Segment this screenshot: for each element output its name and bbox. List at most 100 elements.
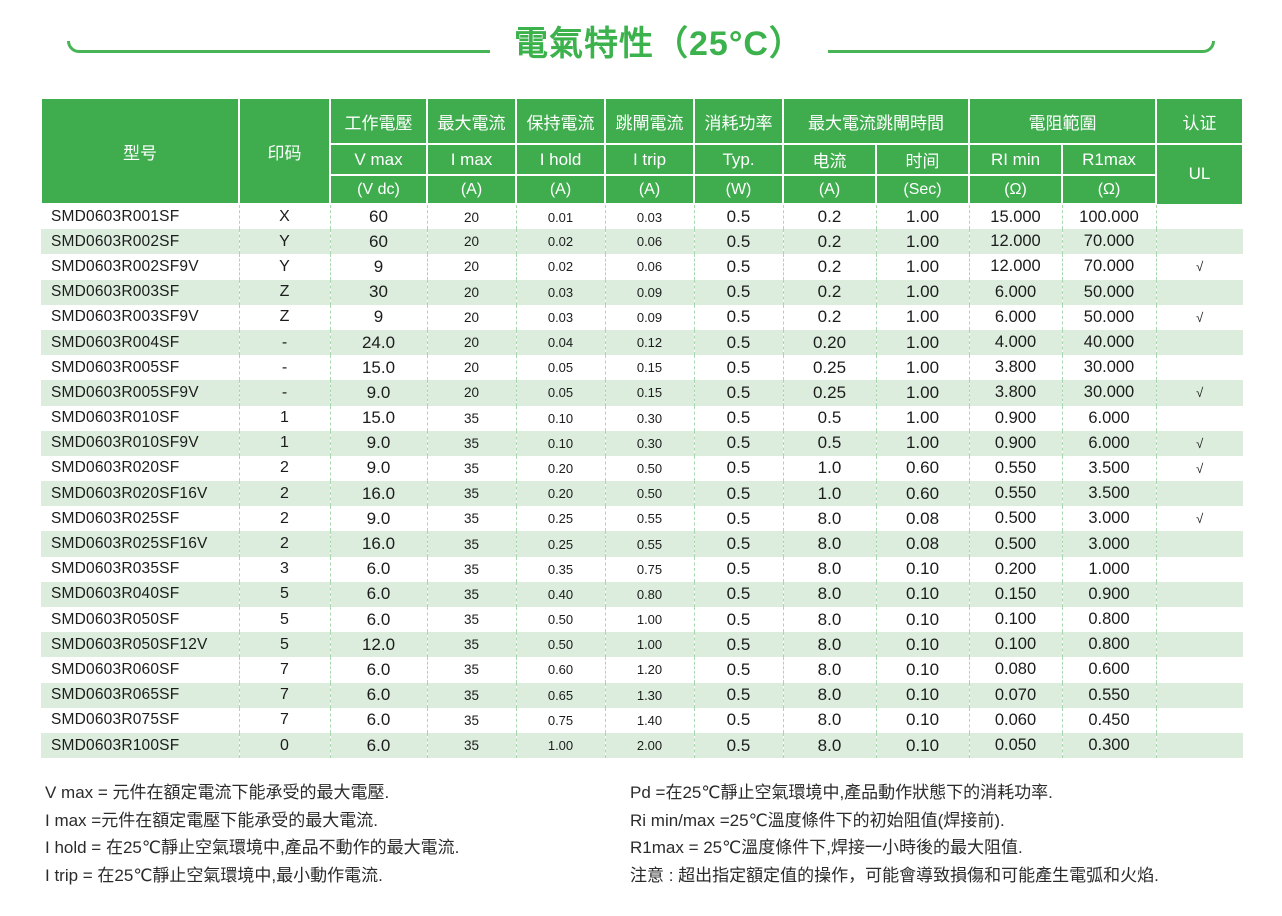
cell-trip-time: 0.10 bbox=[876, 581, 970, 607]
cell-ul-check bbox=[1156, 582, 1243, 607]
cell-typ: 0.5 bbox=[694, 229, 784, 255]
cell-model: SMD0603R005SF9V bbox=[41, 380, 240, 406]
table-row: SMD0603R003SF Z 30 20 0.03 0.09 0.5 0.2 1.00 6.00… bbox=[41, 279, 1243, 305]
table-row: SMD0603R060SF 7 6.0 35 0.60 1.20 0.5 8.0 0.10 0.0… bbox=[41, 657, 1243, 683]
cell-itrip: 0.15 bbox=[605, 380, 695, 406]
header-rimin-unit: (Ω) bbox=[968, 174, 1063, 205]
cell-r1max: 1.000 bbox=[1062, 556, 1157, 582]
cell-imax: 35 bbox=[427, 506, 517, 532]
cell-ihold: 0.50 bbox=[516, 632, 606, 658]
table-row: SMD0603R020SF16V 2 16.0 35 0.20 0.50 0.5 1.0 0.6… bbox=[41, 481, 1243, 507]
table-row: SMD0603R001SF X 60 20 0.01 0.03 0.5 0.2 1.00 15.0… bbox=[41, 204, 1243, 230]
cell-trip-current: 8.0 bbox=[783, 581, 877, 607]
header-itrip-label: 跳閘電流 bbox=[604, 97, 695, 145]
title-decorative-line-right bbox=[827, 41, 1215, 53]
cell-itrip: 0.09 bbox=[605, 304, 695, 330]
cell-ul-check: √ bbox=[1196, 259, 1204, 275]
cell-ul-check: √ bbox=[1196, 460, 1204, 476]
header-ihold-sub: I hold bbox=[515, 143, 606, 176]
cell-ihold: 0.03 bbox=[516, 304, 606, 330]
cell-marking: X bbox=[239, 204, 331, 230]
cell-marking: 7 bbox=[239, 707, 331, 733]
table-row: SMD0603R035SF 3 6.0 35 0.35 0.75 0.5 8.0 0.10 0.2… bbox=[41, 556, 1243, 582]
cell-itrip: 0.12 bbox=[605, 329, 695, 356]
table-row: SMD0603R003SF9V Z 9 20 0.03 0.09 0.5 0.2 1.00 6.0… bbox=[41, 304, 1243, 330]
cell-r1max: 0.450 bbox=[1062, 707, 1157, 733]
cell-itrip: 0.09 bbox=[605, 279, 695, 305]
cell-marking: Y bbox=[239, 229, 331, 255]
cell-itrip: 0.06 bbox=[605, 254, 695, 280]
cell-imax: 20 bbox=[427, 229, 517, 255]
cell-ul-check bbox=[1156, 531, 1243, 556]
note-line: Ri min/max =25℃溫度條件下的初始阻值(焊接前). bbox=[630, 810, 1005, 830]
cell-ul-check bbox=[1156, 406, 1243, 431]
cell-typ: 0.5 bbox=[694, 455, 784, 482]
cell-model: SMD0603R025SF bbox=[41, 506, 240, 532]
cell-trip-time: 0.10 bbox=[876, 732, 970, 759]
cell-ihold: 0.10 bbox=[516, 405, 606, 431]
cell-model: SMD0603R010SF9V bbox=[41, 430, 240, 456]
cell-r1max: 0.800 bbox=[1062, 607, 1157, 633]
cell-typ: 0.5 bbox=[694, 506, 784, 532]
cell-ihold: 0.20 bbox=[516, 481, 606, 507]
cell-trip-time: 0.10 bbox=[876, 682, 970, 708]
cell-itrip: 0.15 bbox=[605, 355, 695, 381]
cell-itrip: 0.50 bbox=[605, 481, 695, 507]
cell-vmax: 9.0 bbox=[330, 380, 428, 406]
cell-r1max: 6.000 bbox=[1062, 430, 1157, 456]
header-current-sub: 电流 bbox=[782, 143, 877, 176]
cell-imax: 35 bbox=[427, 581, 517, 607]
cell-ihold: 0.02 bbox=[516, 254, 606, 280]
cell-trip-current: 8.0 bbox=[783, 707, 877, 733]
cell-model: SMD0603R040SF bbox=[41, 581, 240, 607]
cell-typ: 0.5 bbox=[694, 707, 784, 733]
cell-ihold: 0.65 bbox=[516, 682, 606, 708]
page-title: 電氣特性（25°C） bbox=[514, 24, 804, 63]
cell-imax: 20 bbox=[427, 204, 517, 230]
cell-trip-time: 0.10 bbox=[876, 556, 970, 582]
cell-trip-time: 0.08 bbox=[876, 506, 970, 532]
cell-imax: 35 bbox=[427, 707, 517, 733]
cell-rimin: 0.500 bbox=[969, 531, 1063, 557]
cell-marking: 5 bbox=[239, 607, 331, 633]
header-time-sub: 时间 bbox=[875, 143, 970, 176]
cell-trip-current: 0.2 bbox=[783, 254, 877, 280]
cell-trip-time: 1.00 bbox=[876, 329, 970, 356]
cell-model: SMD0603R002SF bbox=[41, 229, 240, 255]
cell-model: SMD0603R002SF9V bbox=[41, 254, 240, 280]
cell-ihold: 0.75 bbox=[516, 707, 606, 733]
cell-typ: 0.5 bbox=[694, 581, 784, 607]
header-resistance-label: 電阻範圍 bbox=[968, 97, 1157, 145]
cell-itrip: 1.00 bbox=[605, 632, 695, 658]
cell-r1max: 0.600 bbox=[1062, 657, 1157, 683]
cell-rimin: 0.080 bbox=[969, 657, 1063, 683]
cell-rimin: 3.800 bbox=[969, 355, 1063, 381]
cell-typ: 0.5 bbox=[694, 204, 784, 230]
cell-imax: 20 bbox=[427, 355, 517, 381]
table-row: SMD0603R025SF16V 2 16.0 35 0.25 0.55 0.5 8.0 0.0… bbox=[41, 531, 1243, 557]
cell-trip-current: 0.2 bbox=[783, 279, 877, 305]
cell-ihold: 1.00 bbox=[516, 732, 606, 759]
header-ihold-label: 保持電流 bbox=[515, 97, 606, 145]
cell-trip-current: 8.0 bbox=[783, 506, 877, 532]
cell-trip-current: 0.2 bbox=[783, 304, 877, 330]
cell-itrip: 0.75 bbox=[605, 556, 695, 582]
cell-imax: 35 bbox=[427, 481, 517, 507]
cell-ihold: 0.03 bbox=[516, 279, 606, 305]
cell-trip-current: 8.0 bbox=[783, 657, 877, 683]
table-row: SMD0603R010SF 1 15.0 35 0.10 0.30 0.5 0.5 1.00 0.… bbox=[41, 405, 1243, 431]
cell-ul-check bbox=[1156, 280, 1243, 305]
cell-r1max: 3.000 bbox=[1062, 531, 1157, 557]
cell-model: SMD0603R050SF12V bbox=[41, 632, 240, 658]
cell-rimin: 15.000 bbox=[969, 204, 1063, 230]
cell-typ: 0.5 bbox=[694, 430, 784, 456]
cell-ihold: 0.05 bbox=[516, 355, 606, 381]
header-power-unit: (W) bbox=[693, 174, 784, 205]
cell-vmax: 9.0 bbox=[330, 455, 428, 482]
cell-vmax: 24.0 bbox=[330, 329, 428, 356]
header-marking: 印码 bbox=[238, 97, 331, 205]
cell-model: SMD0603R001SF bbox=[41, 204, 240, 230]
cell-trip-current: 8.0 bbox=[783, 556, 877, 582]
cell-rimin: 0.100 bbox=[969, 607, 1063, 633]
cell-itrip: 1.40 bbox=[605, 707, 695, 733]
